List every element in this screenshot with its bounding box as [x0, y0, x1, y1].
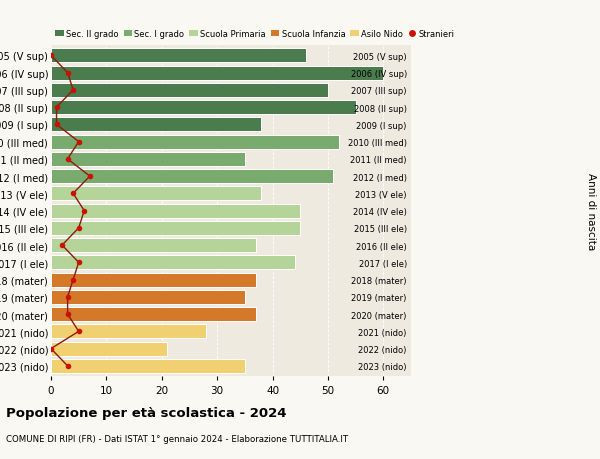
Point — [85, 173, 95, 180]
Bar — [51, 101, 356, 115]
Bar — [51, 170, 334, 184]
Point — [46, 52, 56, 60]
Point — [63, 156, 73, 163]
Point — [52, 104, 61, 112]
Bar — [51, 49, 306, 63]
Point — [63, 70, 73, 77]
Bar — [51, 152, 245, 167]
Bar — [51, 308, 256, 321]
Text: Anni di nascita: Anni di nascita — [586, 173, 596, 250]
Point — [74, 225, 83, 232]
Bar — [51, 187, 262, 201]
Point — [74, 259, 83, 266]
Bar — [51, 221, 300, 235]
Bar — [51, 273, 256, 287]
Bar — [51, 67, 383, 80]
Point — [79, 207, 89, 215]
Bar — [51, 239, 256, 252]
Bar — [51, 342, 167, 356]
Bar — [51, 290, 245, 304]
Point — [68, 190, 78, 197]
Bar — [51, 256, 295, 270]
Point — [68, 276, 78, 284]
Bar — [51, 359, 245, 373]
Point — [74, 328, 83, 335]
Bar — [51, 325, 206, 339]
Point — [74, 139, 83, 146]
Point — [46, 345, 56, 353]
Text: Popolazione per età scolastica - 2024: Popolazione per età scolastica - 2024 — [6, 406, 287, 419]
Text: COMUNE DI RIPI (FR) - Dati ISTAT 1° gennaio 2024 - Elaborazione TUTTITALIA.IT: COMUNE DI RIPI (FR) - Dati ISTAT 1° genn… — [6, 434, 348, 443]
Point — [63, 363, 73, 370]
Point — [57, 242, 67, 249]
Legend: Sec. II grado, Sec. I grado, Scuola Primaria, Scuola Infanzia, Asilo Nido, Stran: Sec. II grado, Sec. I grado, Scuola Prim… — [55, 29, 455, 39]
Bar — [51, 135, 339, 149]
Point — [52, 121, 61, 129]
Bar — [51, 84, 328, 98]
Point — [68, 87, 78, 95]
Point — [63, 311, 73, 318]
Bar — [51, 118, 262, 132]
Point — [63, 294, 73, 301]
Bar — [51, 204, 300, 218]
